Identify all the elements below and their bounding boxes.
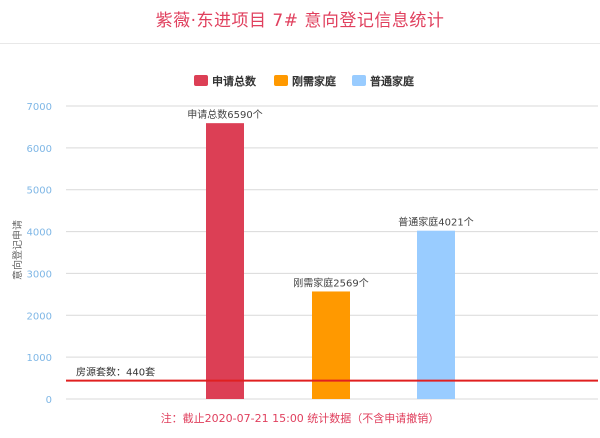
y-axis-ticks: 0 1000 2000 3000 4000 5000 6000 7000 xyxy=(27,102,52,406)
legend-swatch xyxy=(194,75,208,86)
legend-label: 申请总数 xyxy=(212,74,257,88)
y-tick-label: 7000 xyxy=(27,102,52,113)
reference-line-label: 房源套数：440套 xyxy=(76,366,155,379)
y-tick-label: 4000 xyxy=(27,228,52,239)
chart-title: 紫薇·东进项目 7# 意向登记信息统计 xyxy=(155,11,445,31)
y-tick-label: 1000 xyxy=(27,353,52,364)
y-tick-label: 0 xyxy=(46,395,52,406)
legend-swatch xyxy=(352,75,366,86)
title-divider xyxy=(0,43,600,44)
legend-swatch xyxy=(274,75,288,86)
bar-3 xyxy=(417,230,455,399)
reference-line-group: 房源套数：440套 xyxy=(66,366,598,382)
bar-data-label: 申请总数6590个 xyxy=(187,108,262,121)
y-tick-label: 2000 xyxy=(27,311,52,322)
bar-data-label: 普通家庭4021个 xyxy=(398,216,473,229)
y-tick-label: 5000 xyxy=(27,186,52,197)
legend-label: 刚需家庭 xyxy=(292,74,336,88)
bar-data-label: 刚需家庭2569个 xyxy=(293,276,368,289)
bar-1 xyxy=(206,123,244,399)
legend-label: 普通家庭 xyxy=(370,74,414,88)
footnote: 注：截止2020-07-21 15:00 统计数据（不含申请撤销） xyxy=(160,412,440,425)
bars xyxy=(206,123,455,399)
y-tick-label: 6000 xyxy=(27,144,52,155)
bar-2 xyxy=(312,291,350,399)
y-tick-label: 3000 xyxy=(27,269,52,280)
y-axis-label: 意向登记申请 xyxy=(11,220,24,280)
legend: 申请总数 刚需家庭 普通家庭 xyxy=(194,74,414,88)
